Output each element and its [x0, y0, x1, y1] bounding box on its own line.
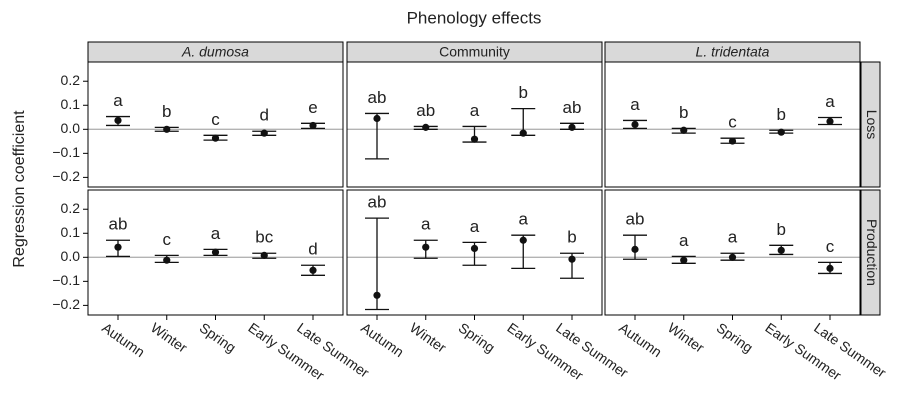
letter: c [826, 237, 835, 256]
x-tick-label: Spring [456, 319, 498, 355]
chart-title: Phenology effects [407, 8, 542, 27]
point [470, 244, 479, 253]
letter: e [308, 98, 317, 117]
point [728, 253, 737, 261]
x-tick-label: Spring [197, 319, 239, 355]
point [777, 246, 785, 254]
point [777, 128, 785, 136]
point [826, 117, 834, 125]
y-tick-label: −0.2 [52, 296, 80, 312]
column-label: A. dumosa [181, 44, 249, 60]
point [373, 114, 381, 123]
x-tick-label: Winter [665, 319, 708, 356]
y-tick-label: 0.1 [61, 96, 81, 112]
letter: a [679, 231, 689, 250]
point [211, 134, 220, 142]
point [631, 120, 639, 129]
column-label: Community [439, 44, 510, 60]
point [680, 256, 688, 264]
letter: b [679, 103, 688, 122]
point [309, 266, 317, 274]
y-tick-label: 0.2 [61, 200, 81, 216]
y-tick-label: 0.0 [61, 120, 81, 136]
x-tick-label: Autumn [616, 319, 665, 360]
point [631, 245, 639, 253]
letter: ab [368, 88, 387, 107]
letter: c [211, 110, 220, 129]
y-tick-label: 0.2 [61, 72, 81, 88]
letter: c [728, 113, 737, 132]
point [260, 129, 268, 137]
letter: d [260, 106, 269, 125]
x-tick-label: Winter [148, 319, 191, 356]
point [519, 236, 527, 244]
letter: a [728, 228, 738, 247]
point [260, 251, 268, 259]
panel [605, 62, 860, 187]
letter: ab [626, 210, 645, 229]
point [680, 126, 688, 134]
point [163, 125, 171, 133]
y-tick-label: −0.1 [52, 144, 80, 160]
row-label: Production [864, 219, 880, 286]
point [309, 121, 317, 130]
x-tick-label: Autumn [358, 319, 407, 360]
y-tick-label: 0.1 [61, 224, 81, 240]
point [568, 123, 576, 131]
point [163, 256, 171, 264]
y-tick-label: 0.0 [61, 248, 81, 264]
point [519, 129, 527, 137]
column-label: L. tridentata [696, 44, 770, 60]
letter: ab [416, 101, 435, 120]
point [114, 116, 122, 125]
point [826, 264, 834, 272]
x-tick-label: Spring [714, 319, 756, 355]
point [211, 248, 220, 256]
row-label: Loss [864, 110, 880, 140]
point [568, 255, 576, 263]
point [728, 137, 737, 145]
panel [88, 62, 343, 187]
letter: a [825, 92, 835, 111]
strip [860, 61, 881, 188]
letter: ab [563, 98, 582, 117]
x-tick-label: Autumn [99, 319, 148, 360]
point [422, 243, 430, 251]
letter: a [113, 91, 123, 110]
letter: b [162, 102, 171, 121]
letter: b [777, 220, 786, 239]
letter: c [163, 230, 172, 249]
letter: b [519, 83, 528, 102]
letter: ab [368, 193, 387, 212]
panel-border [604, 61, 861, 188]
y-axis-label: Regression coefficient [11, 110, 28, 268]
point [422, 123, 430, 131]
letter: bc [255, 228, 273, 247]
y-tick-label: −0.1 [52, 272, 80, 288]
letter: a [470, 217, 480, 236]
letter: d [308, 240, 317, 259]
point [114, 243, 122, 251]
letter: a [211, 224, 221, 243]
letter: b [567, 228, 576, 247]
panel [347, 62, 602, 187]
letter: a [519, 210, 529, 229]
letter: a [470, 101, 480, 120]
letter: a [421, 215, 431, 234]
panel-border [87, 61, 344, 188]
point [373, 291, 381, 299]
x-tick-label: Winter [407, 319, 450, 356]
letter: a [630, 95, 640, 114]
panel-border [346, 61, 603, 188]
letter: ab [109, 215, 128, 234]
y-tick-label: −0.2 [52, 168, 80, 184]
letter: b [777, 105, 786, 124]
panel [605, 190, 860, 315]
strip [860, 189, 881, 316]
point [470, 135, 479, 143]
